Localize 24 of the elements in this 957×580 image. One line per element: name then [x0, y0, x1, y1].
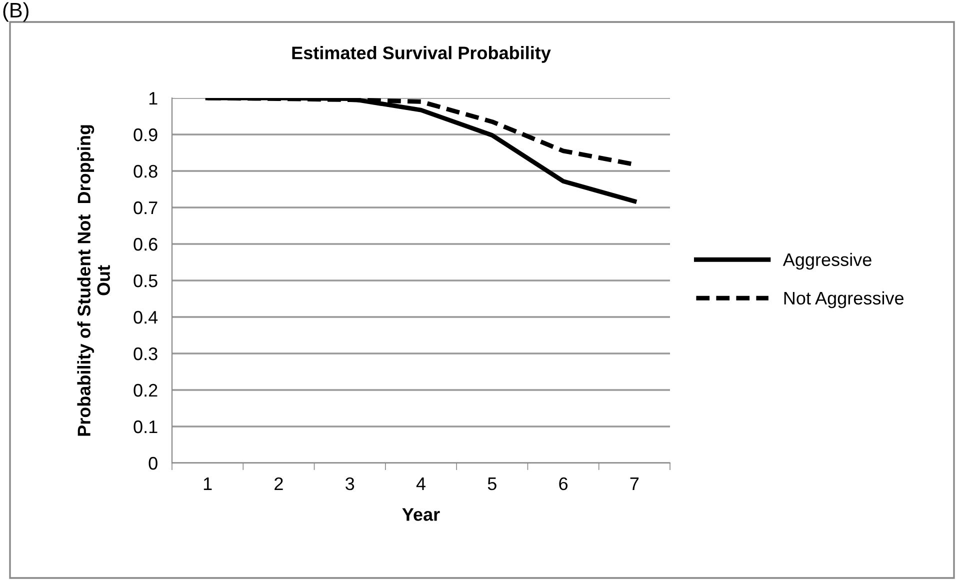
y-tick-label: 0.8 — [134, 164, 158, 178]
legend-label: Not Aggressive — [784, 291, 904, 308]
y-tick-label: 0.9 — [134, 128, 158, 142]
y-tick-label: 0.3 — [134, 347, 158, 360]
y-tick-label: 1 — [149, 92, 158, 105]
y-axis-title: Probability of Student Not Dropping Out — [77, 125, 110, 436]
x-axis-title: Year — [402, 508, 440, 521]
y-tick-label: 0.7 — [134, 201, 158, 214]
x-tick-label: 1 — [204, 478, 212, 490]
x-tick-label: 6 — [559, 477, 568, 490]
x-tick-label: 5 — [488, 478, 496, 490]
y-tick-label: 0.2 — [134, 384, 158, 397]
y-tick-label: 0 — [148, 456, 158, 470]
y-tick-label: 0.5 — [134, 274, 158, 288]
legend-label: Aggressive — [782, 252, 872, 270]
x-tick-label: 3 — [346, 477, 354, 490]
x-tick-label: 2 — [274, 477, 283, 490]
y-tick-label: 0.4 — [134, 310, 158, 324]
text: (B) — [3, 2, 28, 22]
y-tick-label: 0.6 — [134, 238, 158, 251]
chart-title: Estimated Survival Probability — [292, 46, 551, 63]
x-tick-label: 7 — [630, 478, 639, 490]
y-tick-label: 0.1 — [134, 420, 158, 434]
x-tick-label: 4 — [416, 478, 426, 490]
